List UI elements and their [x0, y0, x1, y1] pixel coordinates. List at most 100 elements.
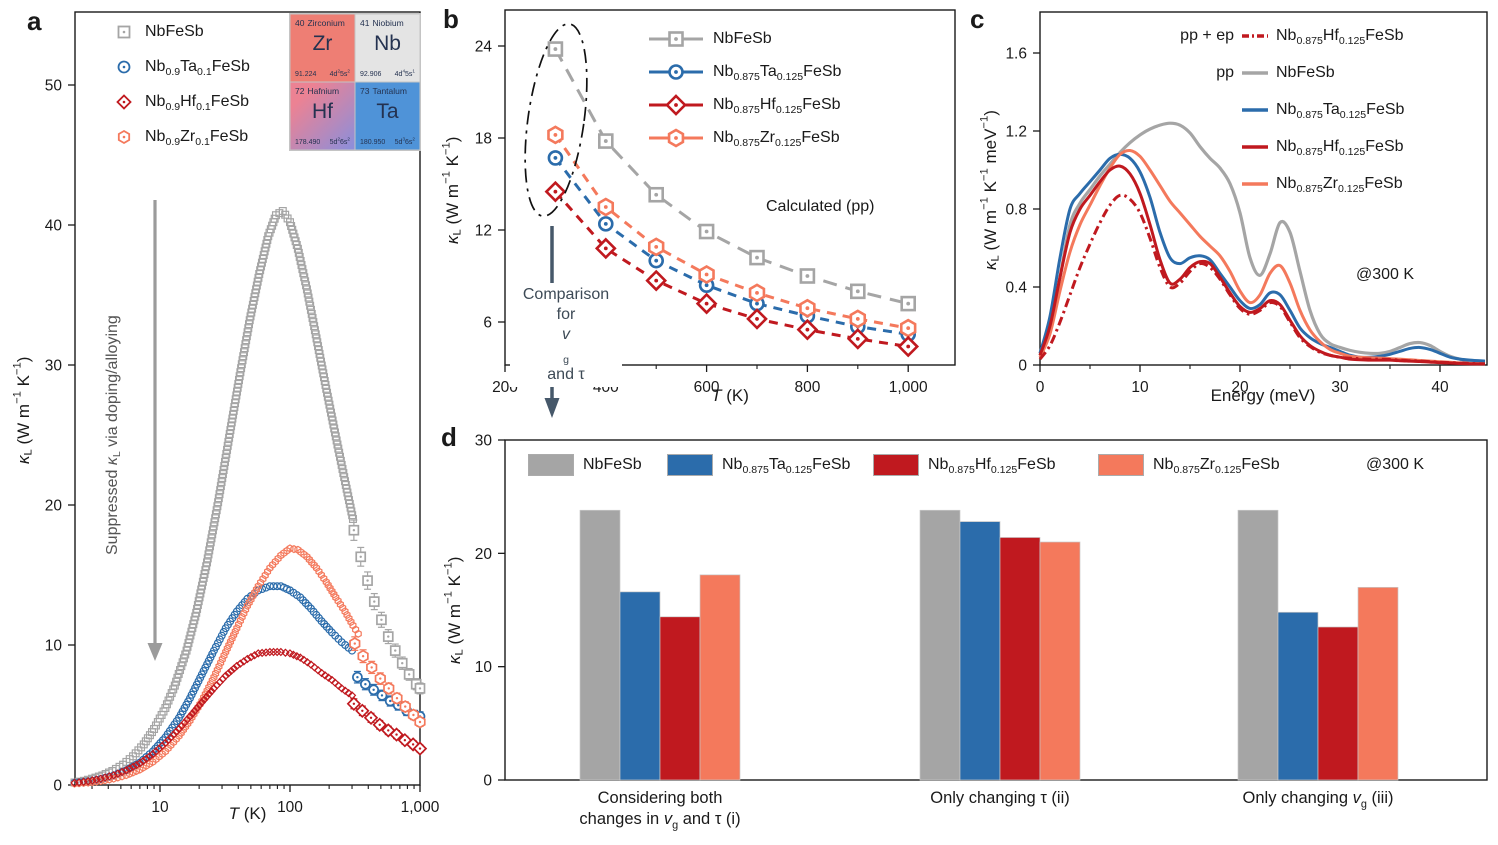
panel-a-axes: 10 100 1,000 0 10 20 30 40 50	[45, 78, 440, 817]
diamond-marker-line-icon	[649, 93, 703, 116]
hexagon-marker-line-icon	[649, 127, 703, 148]
bar-0-2	[659, 616, 701, 781]
legend-group-prefix: pp + ep	[1180, 26, 1234, 44]
element-footer: 92.906 4d45s1	[360, 68, 415, 78]
legend-label: Nb0.875Hf0.125FeSb	[928, 456, 1056, 477]
svg-text:10: 10	[151, 799, 169, 816]
bar-2-1	[1277, 611, 1319, 781]
legend-label: Nb0.9Ta0.1FeSb	[145, 57, 250, 78]
panel-d-bar-group-0	[579, 509, 741, 781]
element-name: Niobium	[372, 18, 404, 28]
bar-2-0	[1237, 509, 1279, 781]
bar-0-0	[579, 509, 621, 781]
element-number: 72	[295, 86, 305, 96]
legend-item: Nb0.9Zr0.1FeSb	[112, 119, 250, 154]
color-swatch-icon	[873, 454, 919, 476]
panel-c-label: c	[970, 4, 985, 34]
panel-d-bar-group-1	[919, 509, 1081, 781]
panel-b-legend: NbFeSb Nb0.875Ta0.125FeSb Nb0.875Hf0.125Fe…	[648, 22, 841, 154]
panel-c-temperature-annotation: @300 K	[1356, 266, 1415, 283]
svg-text:1.6: 1.6	[1005, 46, 1027, 63]
panel-a-y-axis-label: κL (W m−1 K−1)	[11, 356, 35, 464]
panel-a-suppression-arrow	[147, 200, 163, 661]
legend-item: Nb0.875Hf0.125FeSb	[648, 88, 841, 121]
panel-c-series-1	[1038, 152, 1486, 363]
legend-item: Nb0.875Ta0.125FeSb	[1156, 91, 1404, 128]
element-number: 73	[360, 86, 370, 96]
element-symbol: Ta	[376, 100, 399, 123]
element-cell-niobium: 41 Niobium Nb 92.906 4d45s1	[355, 14, 420, 82]
panel-c-x-axis-label: Energy (meV)	[1210, 386, 1316, 405]
panel-d-axes: 0 10 20 30	[475, 433, 505, 790]
panel-c-series-0	[1038, 121, 1486, 364]
panel-d-bar-group-2	[1237, 509, 1399, 781]
element-cell-hafnium: 72 Hafnium Hf 178.490 5d26s2	[290, 82, 355, 150]
element-number: 40	[295, 18, 305, 28]
panel-d-y-axis-label: κL (W m−1 K−1)	[442, 556, 466, 664]
element-symbol: Zr	[312, 32, 333, 55]
bar-1-3	[1039, 541, 1081, 781]
element-config: 4d45s1	[394, 68, 415, 78]
diamond-marker-icon	[116, 93, 132, 110]
svg-text:20: 20	[475, 546, 493, 563]
svg-text:0.8: 0.8	[1005, 202, 1027, 219]
legend-label: Nb0.875Hf0.125FeSb	[713, 95, 841, 116]
svg-text:10: 10	[475, 659, 493, 676]
svg-text:10: 10	[45, 638, 63, 655]
panel-a-plot: 10 100 1,000 0 10 20 30 40 50	[45, 11, 440, 817]
panel-b-x-axis-label: T (K)	[711, 386, 749, 405]
svg-text:20: 20	[1231, 379, 1249, 396]
legend-item: NbFeSb	[112, 14, 250, 49]
svg-text:30: 30	[45, 358, 63, 375]
bar-0-3	[699, 574, 741, 781]
panel-c-y-axis-label: κL (W m−1 K−1 meV−1)	[978, 110, 1002, 270]
svg-text:600: 600	[694, 379, 720, 396]
legend-item: Nb0.875Hf0.125FeSb	[1156, 128, 1404, 165]
legend-label: NbFeSb	[583, 456, 642, 473]
panel-c-axes: 0 10 20 30 40 0 0.4 0.8 1.2 1.6	[1005, 46, 1449, 397]
panel-a-suppression-annotation: Suppressed κL via doping/alloying	[104, 315, 124, 555]
svg-text:12: 12	[475, 223, 492, 240]
svg-text:0.4: 0.4	[1005, 280, 1027, 297]
solid-line-icon	[1242, 181, 1268, 186]
panel-c-plot: 0 10 20 30 40 0 0.4 0.8 1.2 1.6	[1005, 11, 1488, 397]
element-mass: 91.224	[295, 71, 317, 78]
solid-line-icon	[1242, 107, 1268, 112]
element-cell-tantalum: 73 Tantalum Ta 180.950 5d36s2	[355, 82, 420, 150]
legend-item: NbFeSb	[528, 454, 642, 476]
bar-1-0	[919, 509, 961, 781]
legend-item: Nb0.875Zr0.125FeSb	[1156, 165, 1404, 202]
panel-d-label: d	[441, 422, 457, 452]
svg-text:24: 24	[475, 39, 493, 56]
legend-label: Nb0.875Zr0.125FeSb	[1153, 456, 1280, 477]
svg-text:1,000: 1,000	[401, 799, 440, 816]
legend-label: NbFeSb	[713, 29, 772, 47]
panel-d-plot: 0 10 20 30	[475, 433, 1488, 790]
svg-text:0: 0	[1018, 358, 1027, 375]
legend-label: Nb0.875Ta0.125FeSb	[722, 456, 851, 477]
legend-item: Nb0.9Ta0.1FeSb	[112, 49, 250, 84]
panel-a-legend: NbFeSb Nb0.9Ta0.1FeSb Nb0.9Hf0.1FeSb Nb0.9Z…	[112, 14, 250, 154]
legend-label: NbFeSb	[1276, 63, 1335, 81]
svg-text:1,000: 1,000	[889, 379, 928, 396]
legend-group-prefix: pp	[1216, 63, 1234, 81]
panel-b-series-0	[547, 41, 917, 312]
element-header: 41 Niobium	[360, 18, 415, 28]
svg-text:18: 18	[475, 131, 492, 148]
legend-item: Nb0.9Hf0.1FeSb	[112, 84, 250, 119]
svg-text:30: 30	[1331, 379, 1349, 396]
legend-label: Nb0.875Hf0.125FeSb	[1276, 137, 1404, 158]
legend-label: Nb0.9Zr0.1FeSb	[145, 127, 249, 148]
legend-item: pp NbFeSb	[1156, 54, 1404, 91]
bar-2-2	[1317, 626, 1359, 781]
element-mass: 178.490	[295, 139, 321, 146]
comparison-line-1: Comparison	[522, 286, 610, 303]
element-header: 73 Tantalum	[360, 86, 415, 96]
color-swatch-icon	[667, 454, 713, 476]
element-name: Tantalum	[372, 86, 407, 96]
bar-1-2	[999, 537, 1041, 781]
panel-b-calculated-annotation: Calculated (pp)	[766, 198, 875, 215]
